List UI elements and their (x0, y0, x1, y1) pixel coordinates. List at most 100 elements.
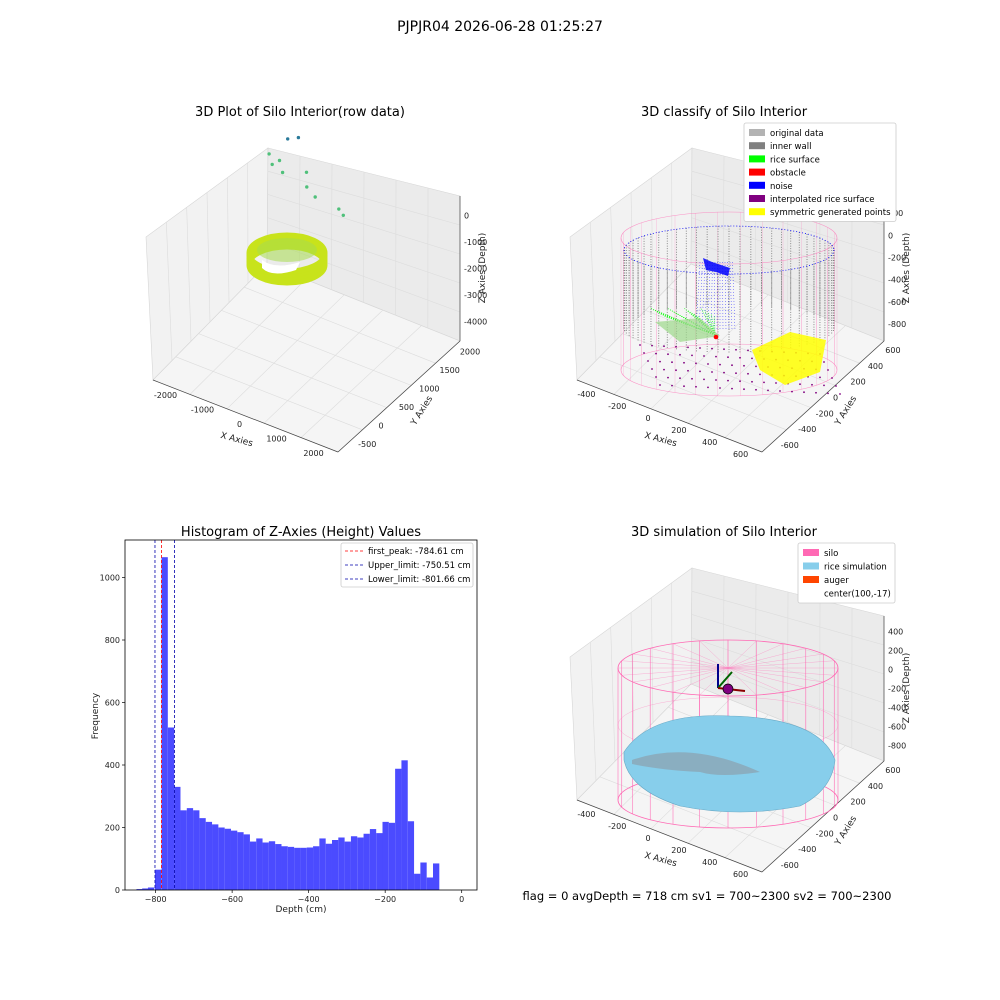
y-tick-label: -200 (816, 409, 834, 418)
histogram-bar (186, 808, 194, 890)
x-tick-label: -400 (577, 810, 595, 819)
simulation-plot-ticks: -400-2000200400600-600-400-2000200400600… (577, 628, 906, 880)
interpolated-point (743, 364, 745, 367)
histogram-bar (224, 828, 231, 890)
histogram-bar (426, 877, 433, 890)
gridline (691, 194, 885, 255)
y-tick-label: -400 (798, 425, 816, 434)
x-tick-label: -400 (577, 390, 595, 399)
interpolated-point (671, 361, 673, 364)
interpolated-point (775, 382, 777, 384)
gridline (610, 207, 616, 342)
x-tick-label: 0 (646, 414, 651, 423)
simulation-plot-zlabel: Z Axies (Depth) (902, 653, 912, 724)
interpolated-point (675, 345, 677, 348)
silo-lid-spoke (699, 640, 729, 669)
interpolated-point (667, 353, 669, 356)
gridline (722, 575, 725, 697)
gridline (186, 207, 192, 342)
y-tick-label: 2000 (460, 347, 480, 356)
legend-label: obstacle (770, 169, 806, 179)
raw-outlier-point (341, 213, 345, 217)
interpolated-point (751, 357, 753, 360)
rice-surface-ray (707, 311, 716, 336)
legend-label: first_peak: -784.61 cm (368, 547, 464, 557)
noise-ring (623, 225, 835, 275)
y-tick-label: 1000 (100, 574, 120, 583)
simulation-plot-title: 3D simulation of Silo Interior (631, 525, 818, 540)
histogram-vlines (154, 540, 175, 890)
y-tick-label: 0 (115, 886, 120, 895)
histogram-bar (147, 887, 155, 890)
histogram-bar (237, 832, 244, 890)
interpolated-point (679, 353, 681, 356)
raw-data-3d-plot: 3D Plot of Silo Interior(row data) -2000… (145, 105, 488, 458)
silo-lid-spoke (727, 640, 757, 669)
raw-outlier-point (305, 185, 309, 189)
histogram-bar (306, 847, 314, 890)
y-tick-label: 600 (105, 699, 120, 708)
y-tick-label: 600 (885, 346, 900, 355)
x-tick-label: −400 (298, 895, 320, 904)
histogram-bar (319, 838, 326, 890)
gridline (599, 356, 787, 431)
silo-lid-spoke (650, 667, 729, 688)
interpolated-point (659, 384, 661, 386)
interpolated-point (703, 378, 705, 381)
interpolated-point (755, 388, 757, 391)
interpolated-point (715, 379, 717, 381)
x-tick-label: -2000 (154, 391, 177, 400)
histogram-bar (275, 844, 282, 890)
y-tick-label: 0 (833, 394, 838, 403)
silo-lid-spoke (727, 653, 824, 669)
histogram-bar (382, 821, 389, 890)
classify-plot-ticks: -400-2000200400600-600-400-2000200400600… (577, 209, 906, 459)
legend-swatch (803, 562, 819, 570)
center-marker (722, 683, 734, 695)
gridline (267, 194, 461, 255)
histogram-bar (230, 830, 238, 890)
raw-outlier-point (296, 135, 301, 140)
histogram-bar (249, 841, 257, 890)
x-axis-line (576, 799, 763, 873)
interpolated-point (755, 365, 757, 368)
interpolated-point (695, 362, 697, 365)
legend-label: silo (824, 549, 838, 559)
y-tick-label: 800 (105, 636, 120, 645)
y-tick-label: 1500 (440, 366, 460, 375)
depth-histogram: Histogram of Z-Axies (Height) Values −80… (91, 525, 478, 915)
raw-outlier-point (313, 195, 317, 199)
interpolated-point (727, 356, 729, 359)
raw-outlier-point (304, 170, 309, 174)
interpolated-point (683, 385, 685, 388)
silo-lid-spoke (727, 667, 784, 693)
raw-outlier-point (280, 170, 285, 175)
histogram-bar (268, 841, 276, 890)
histogram-bar (136, 889, 143, 890)
interpolated-point (655, 376, 657, 378)
histogram-bar (281, 846, 288, 890)
interpolated-point (743, 388, 745, 391)
histogram-bar (331, 840, 339, 890)
interpolated-point (831, 377, 833, 379)
y-tick-label: -400 (798, 845, 816, 854)
y-tick-label: 0 (379, 421, 384, 430)
interpolated-point (827, 369, 829, 371)
noise-cluster (703, 258, 730, 276)
histogram-bar (180, 810, 187, 890)
legend-swatch (803, 576, 819, 583)
interpolated-point (731, 364, 733, 367)
x-tick-label: 1000 (266, 434, 286, 443)
histogram-title: Histogram of Z-Axies (Height) Values (181, 525, 421, 540)
x-tick-label: −600 (221, 895, 243, 904)
z-tick-label: -800 (888, 742, 906, 751)
x-tick-label: 600 (733, 450, 748, 459)
gridline (590, 642, 597, 781)
z-tick-label: -600 (888, 723, 906, 732)
histogram-bar (344, 841, 351, 890)
interpolated-point (691, 354, 693, 357)
z-tick-label: 0 (888, 231, 893, 240)
interpolated-point (719, 363, 721, 366)
interpolated-point (711, 347, 713, 350)
